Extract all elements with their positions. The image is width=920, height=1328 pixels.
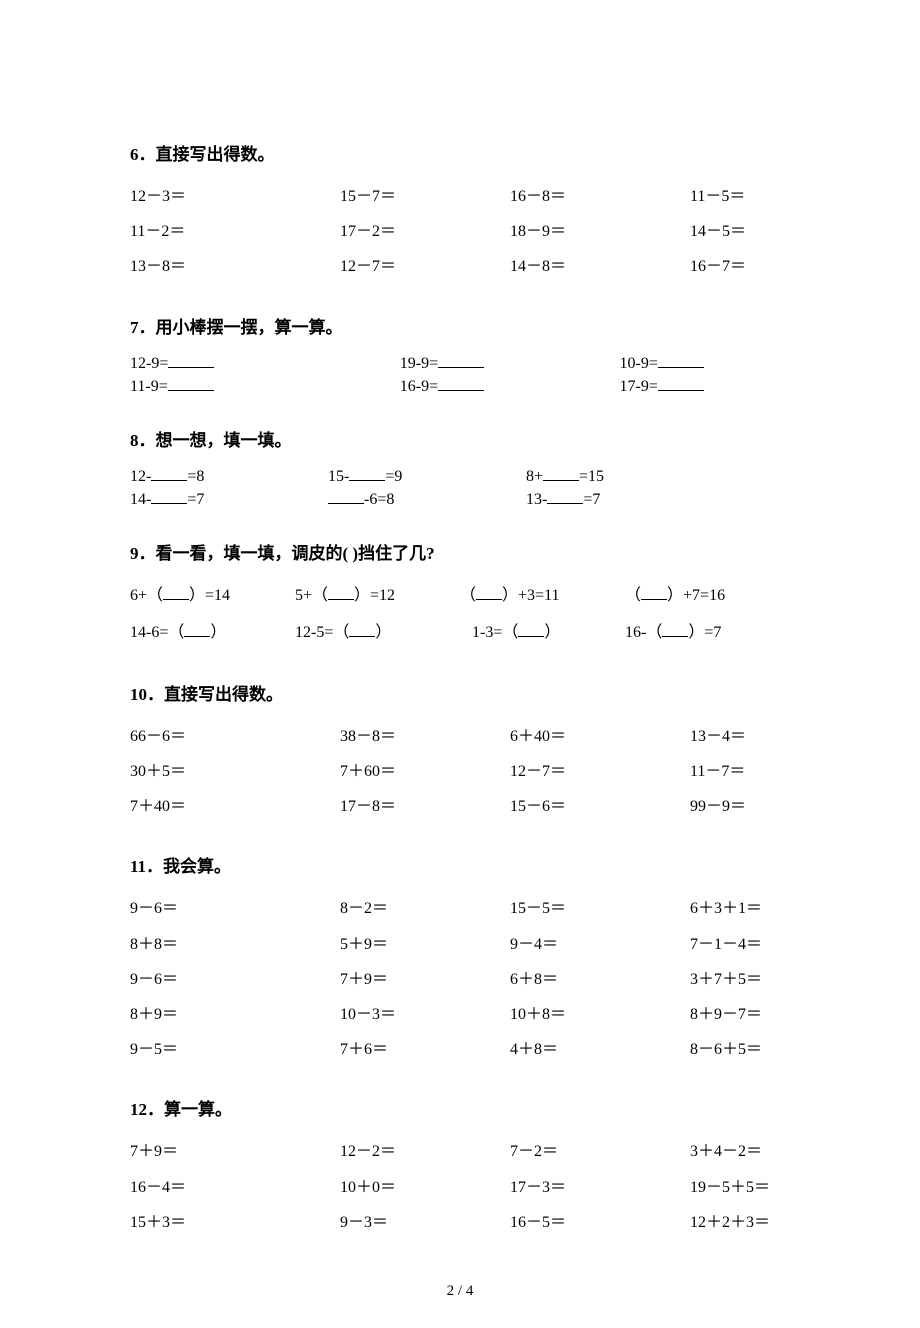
eq: 10－3＝ bbox=[295, 997, 460, 1032]
eq: 15＋3＝ bbox=[130, 1205, 295, 1240]
section-7: 7．用小棒摆一摆，算一算。 12-9= 19-9= 10-9= 11-9= 16… bbox=[130, 313, 790, 398]
eq: 6＋8＝ bbox=[460, 962, 625, 997]
eq: 15-=9 bbox=[328, 465, 526, 488]
eq: 11－5＝ bbox=[625, 179, 790, 214]
eq: 8－2＝ bbox=[295, 891, 460, 926]
eq: 99－9＝ bbox=[625, 789, 790, 824]
eq: 10-9= bbox=[570, 352, 790, 375]
section-9-grid: 6+（）=14 5+（）=12 （）+3=11 （）+7=16 14-6=（） … bbox=[130, 578, 790, 652]
eq: -6=8 bbox=[328, 488, 526, 511]
section-10-title: 10．直接写出得数。 bbox=[130, 680, 790, 705]
section-12-grid: 7＋9＝ 12－2＝ 7－2＝ 3＋4－2＝ 16－4＝ 10＋0＝ 17－3＝… bbox=[130, 1134, 790, 1240]
eq: 16-9= bbox=[350, 375, 570, 398]
eq: 13-=7 bbox=[526, 488, 790, 511]
eq: 18－9＝ bbox=[460, 214, 625, 249]
eq: 9－3＝ bbox=[295, 1205, 460, 1240]
eq: 14－8＝ bbox=[460, 249, 625, 284]
eq: 7＋9＝ bbox=[130, 1134, 295, 1169]
eq: 5＋9＝ bbox=[295, 927, 460, 962]
section-10-grid: 66－6＝ 38－8＝ 6＋40＝ 13－4＝ 30＋5＝ 7＋60＝ 12－7… bbox=[130, 719, 790, 825]
eq: 15－6＝ bbox=[460, 789, 625, 824]
eq: 17－8＝ bbox=[295, 789, 460, 824]
eq: 17－2＝ bbox=[295, 214, 460, 249]
section-9: 9．看一看，填一填，调皮的( )挡住了几? 6+（）=14 5+（）=12 （）… bbox=[130, 539, 790, 652]
eq: 15－7＝ bbox=[295, 179, 460, 214]
eq: 19－5＋5＝ bbox=[625, 1170, 790, 1205]
eq: 7＋9＝ bbox=[295, 962, 460, 997]
eq: （）+3=11 bbox=[460, 578, 625, 615]
eq: 12＋2＋3＝ bbox=[625, 1205, 790, 1240]
eq: 7－2＝ bbox=[460, 1134, 625, 1169]
eq: 7－1－4＝ bbox=[625, 927, 790, 962]
eq: 13－4＝ bbox=[625, 719, 790, 754]
section-9-title: 9．看一看，填一填，调皮的( )挡住了几? bbox=[130, 539, 790, 564]
section-11: 11．我会算。 9－6＝ 8－2＝ 15－5＝ 6＋3＋1＝ 8＋8＝ 5＋9＝… bbox=[130, 852, 790, 1067]
eq: 12－7＝ bbox=[295, 249, 460, 284]
eq: 11-9= bbox=[130, 375, 350, 398]
eq: 6＋40＝ bbox=[460, 719, 625, 754]
eq: 10＋8＝ bbox=[460, 997, 625, 1032]
section-8: 8．想一想，填一填。 12-=8 15-=9 8+=15 14-=7 -6=8 … bbox=[130, 426, 790, 511]
eq: 7＋6＝ bbox=[295, 1032, 460, 1067]
eq: 30＋5＝ bbox=[130, 754, 295, 789]
eq: 9－5＝ bbox=[130, 1032, 295, 1067]
eq: 19-9= bbox=[350, 352, 570, 375]
eq: 11－2＝ bbox=[130, 214, 295, 249]
eq: 6+（）=14 bbox=[130, 578, 295, 615]
eq: 9－4＝ bbox=[460, 927, 625, 962]
eq: 4＋8＝ bbox=[460, 1032, 625, 1067]
eq: 1-3=（） bbox=[460, 615, 625, 652]
section-10: 10．直接写出得数。 66－6＝ 38－8＝ 6＋40＝ 13－4＝ 30＋5＝… bbox=[130, 680, 790, 825]
eq: 14-6=（） bbox=[130, 615, 295, 652]
eq: 17-9= bbox=[570, 375, 790, 398]
section-8-grid: 12-=8 15-=9 8+=15 14-=7 -6=8 13-=7 bbox=[130, 465, 790, 511]
eq: 16－8＝ bbox=[460, 179, 625, 214]
eq: 12－3＝ bbox=[130, 179, 295, 214]
eq: 13－8＝ bbox=[130, 249, 295, 284]
eq: 12－2＝ bbox=[295, 1134, 460, 1169]
eq: 3＋7＋5＝ bbox=[625, 962, 790, 997]
eq: 9－6＝ bbox=[130, 891, 295, 926]
eq: 16－7＝ bbox=[625, 249, 790, 284]
eq: 8+=15 bbox=[526, 465, 790, 488]
eq: 7＋60＝ bbox=[295, 754, 460, 789]
eq: 12-=8 bbox=[130, 465, 328, 488]
page: 6．直接写出得数。 12－3＝ 15－7＝ 16－8＝ 11－5＝ 11－2＝ … bbox=[0, 0, 920, 1328]
eq: 12-5=（） bbox=[295, 615, 460, 652]
eq: 10＋0＝ bbox=[295, 1170, 460, 1205]
eq: 11－7＝ bbox=[625, 754, 790, 789]
eq: 14－5＝ bbox=[625, 214, 790, 249]
eq: 8＋8＝ bbox=[130, 927, 295, 962]
eq: 6＋3＋1＝ bbox=[625, 891, 790, 926]
eq: （）+7=16 bbox=[625, 578, 790, 615]
section-6-title: 6．直接写出得数。 bbox=[130, 140, 790, 165]
section-11-grid: 9－6＝ 8－2＝ 15－5＝ 6＋3＋1＝ 8＋8＝ 5＋9＝ 9－4＝ 7－… bbox=[130, 891, 790, 1067]
eq: 8＋9＝ bbox=[130, 997, 295, 1032]
eq: 9－6＝ bbox=[130, 962, 295, 997]
section-12: 12．算一算。 7＋9＝ 12－2＝ 7－2＝ 3＋4－2＝ 16－4＝ 10＋… bbox=[130, 1095, 790, 1240]
eq: 66－6＝ bbox=[130, 719, 295, 754]
eq: 17－3＝ bbox=[460, 1170, 625, 1205]
section-7-title: 7．用小棒摆一摆，算一算。 bbox=[130, 313, 790, 338]
eq: 14-=7 bbox=[130, 488, 328, 511]
section-12-title: 12．算一算。 bbox=[130, 1095, 790, 1120]
eq: 15－5＝ bbox=[460, 891, 625, 926]
eq: 7＋40＝ bbox=[130, 789, 295, 824]
section-11-title: 11．我会算。 bbox=[130, 852, 790, 877]
section-8-title: 8．想一想，填一填。 bbox=[130, 426, 790, 451]
eq: 3＋4－2＝ bbox=[625, 1134, 790, 1169]
eq: 8－6＋5＝ bbox=[625, 1032, 790, 1067]
eq: 38－8＝ bbox=[295, 719, 460, 754]
eq: 12－7＝ bbox=[460, 754, 625, 789]
section-6: 6．直接写出得数。 12－3＝ 15－7＝ 16－8＝ 11－5＝ 11－2＝ … bbox=[130, 140, 790, 285]
eq: 16－5＝ bbox=[460, 1205, 625, 1240]
eq: 16-（）=7 bbox=[625, 615, 790, 652]
eq: 16－4＝ bbox=[130, 1170, 295, 1205]
page-number: 2 / 4 bbox=[0, 1283, 920, 1300]
eq: 5+（）=12 bbox=[295, 578, 460, 615]
section-6-grid: 12－3＝ 15－7＝ 16－8＝ 11－5＝ 11－2＝ 17－2＝ 18－9… bbox=[130, 179, 790, 285]
eq: 8＋9－7＝ bbox=[625, 997, 790, 1032]
eq: 12-9= bbox=[130, 352, 350, 375]
section-7-grid: 12-9= 19-9= 10-9= 11-9= 16-9= 17-9= bbox=[130, 352, 790, 398]
